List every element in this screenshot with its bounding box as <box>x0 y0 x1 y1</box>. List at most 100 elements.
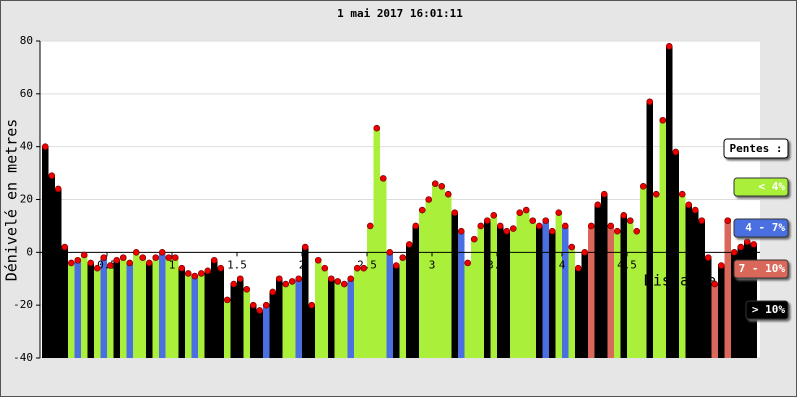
point <box>366 222 374 230</box>
slope-bar <box>191 276 198 358</box>
y-axis-label: Dénivelé en metres <box>3 119 21 282</box>
point <box>464 259 472 267</box>
point <box>217 264 225 272</box>
slope-bar <box>581 252 588 358</box>
slope-bar <box>120 257 127 358</box>
slope-bar <box>256 310 263 358</box>
slope-bar <box>425 199 432 358</box>
point <box>347 275 355 283</box>
point <box>61 243 69 251</box>
point <box>353 264 361 272</box>
point <box>457 227 465 235</box>
point <box>724 217 732 224</box>
point <box>444 190 452 198</box>
slope-bar <box>620 215 627 358</box>
slope-bar <box>211 260 218 358</box>
point <box>360 264 368 272</box>
point <box>704 254 712 261</box>
x-tick-label: 4 <box>559 258 566 271</box>
point <box>243 286 251 293</box>
slope-bar <box>568 247 575 358</box>
slope-bar <box>341 284 348 358</box>
slope-bar <box>724 220 731 358</box>
point <box>555 209 563 217</box>
point <box>295 275 303 283</box>
point <box>256 307 264 314</box>
point <box>100 254 108 261</box>
slope-bar <box>386 252 393 358</box>
point <box>327 275 335 283</box>
slope-bar <box>107 265 114 358</box>
slope-bar <box>490 215 497 358</box>
x-tick-label: 1 <box>169 258 176 271</box>
slope-bar <box>178 268 185 358</box>
point <box>633 227 641 235</box>
slope-bar <box>185 273 192 358</box>
point <box>145 259 153 267</box>
point <box>197 270 205 277</box>
slope-bar <box>133 252 140 358</box>
point <box>405 241 413 248</box>
slope-bar <box>328 278 335 358</box>
point <box>308 301 316 309</box>
slope-bar <box>100 257 107 358</box>
slope-bar <box>295 278 302 358</box>
slope-bar <box>289 281 296 358</box>
slope-bar <box>451 212 458 358</box>
point <box>626 217 634 224</box>
chart-title: 1 mai 2017 16:01:11 <box>337 7 463 20</box>
point <box>529 217 537 224</box>
point <box>581 249 589 256</box>
point <box>412 222 420 230</box>
legend-label: < 4% <box>759 180 786 193</box>
slope-bar <box>360 268 367 358</box>
point <box>646 98 654 106</box>
point <box>561 222 569 230</box>
slope-bar <box>61 247 68 358</box>
point <box>607 222 615 230</box>
slope-bar <box>445 194 452 358</box>
point <box>425 196 433 203</box>
point <box>204 267 212 275</box>
point <box>542 217 550 224</box>
slope-bar <box>458 231 465 358</box>
point <box>249 301 257 309</box>
y-tick-label: 0 <box>26 245 33 258</box>
point <box>477 222 485 230</box>
slope-bar <box>126 262 133 358</box>
point <box>418 206 426 214</box>
slope-bar <box>224 299 231 358</box>
x-axis-label: Distance <box>644 272 716 290</box>
slope-bar <box>406 244 413 358</box>
slope-bar <box>68 262 75 358</box>
slope-bar <box>321 268 328 358</box>
slope-bar <box>412 225 419 358</box>
slope-bar <box>139 257 146 358</box>
point <box>106 262 114 269</box>
point <box>652 190 660 198</box>
point <box>691 206 699 214</box>
x-tick-label: 1.5 <box>227 258 247 271</box>
slope-bar <box>731 252 738 358</box>
point <box>67 259 75 267</box>
slope-bar <box>159 252 166 358</box>
point <box>737 243 745 251</box>
point <box>80 251 88 259</box>
slope-bar <box>367 225 374 358</box>
slope-bar <box>588 225 595 358</box>
point <box>717 262 725 269</box>
point <box>659 116 667 124</box>
slope-bar <box>393 265 400 358</box>
point <box>522 206 530 214</box>
x-tick-label: 3.5 <box>487 258 507 271</box>
slope-bar <box>432 183 439 358</box>
point <box>93 264 101 272</box>
slope-bar <box>562 225 569 358</box>
point <box>340 280 348 288</box>
slope-bar <box>419 210 426 358</box>
slope-bar <box>666 46 673 359</box>
point <box>48 172 56 180</box>
point <box>119 254 127 261</box>
slope-bar <box>744 241 751 358</box>
slope-bar <box>523 210 530 358</box>
